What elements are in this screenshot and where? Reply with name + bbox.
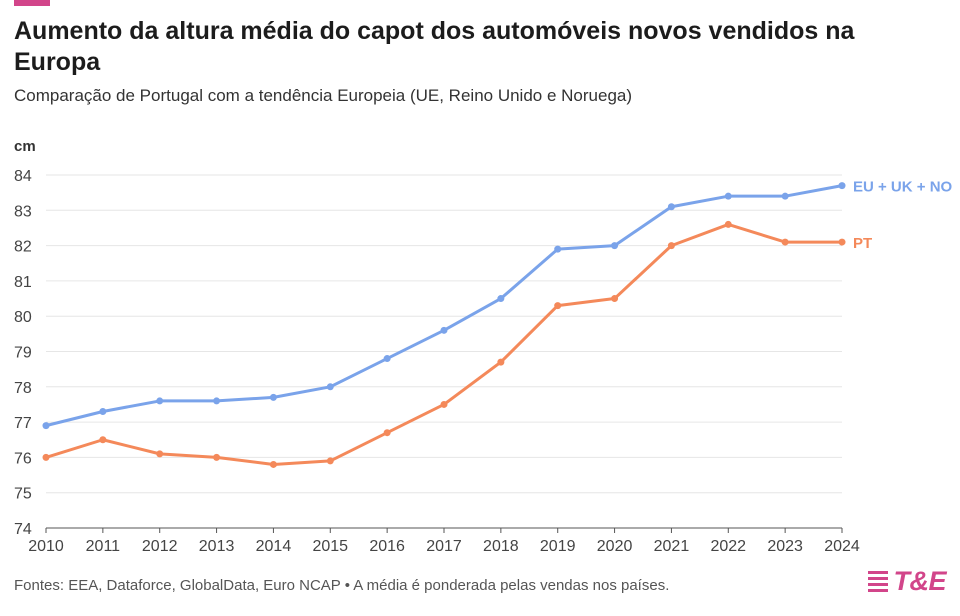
y-tick-label-78: 78 bbox=[14, 380, 32, 397]
x-tick-label-2015: 2015 bbox=[312, 538, 348, 555]
data-point-eu-uk-no-2017 bbox=[440, 326, 448, 334]
data-point-eu-uk-no-2012 bbox=[156, 397, 164, 405]
x-tick-label-2020: 2020 bbox=[597, 538, 633, 555]
data-point-pt-2014 bbox=[269, 460, 277, 468]
y-tick-label-83: 83 bbox=[14, 203, 32, 220]
x-tick-label-2010: 2010 bbox=[28, 538, 64, 555]
data-point-pt-2023 bbox=[781, 238, 789, 246]
data-point-eu-uk-no-2019 bbox=[554, 245, 562, 253]
data-point-eu-uk-no-2018 bbox=[497, 295, 505, 303]
y-tick-label-75: 75 bbox=[14, 486, 32, 503]
y-tick-label-76: 76 bbox=[14, 450, 32, 467]
data-point-eu-uk-no-2011 bbox=[99, 408, 107, 416]
x-tick-label-2014: 2014 bbox=[256, 538, 292, 555]
data-point-pt-2020 bbox=[611, 295, 619, 303]
data-point-eu-uk-no-2022 bbox=[724, 192, 732, 200]
data-point-pt-2012 bbox=[156, 450, 164, 458]
y-tick-label-81: 81 bbox=[14, 274, 32, 291]
data-point-pt-2016 bbox=[383, 429, 391, 437]
data-point-eu-uk-no-2023 bbox=[781, 192, 789, 200]
x-tick-label-2021: 2021 bbox=[654, 538, 690, 555]
data-point-eu-uk-no-2016 bbox=[383, 355, 391, 363]
series-line-pt bbox=[44, 222, 844, 466]
data-point-pt-2022 bbox=[724, 220, 732, 228]
data-point-eu-uk-no-2014 bbox=[269, 393, 277, 401]
x-tick-label-2016: 2016 bbox=[369, 538, 405, 555]
y-tick-label-82: 82 bbox=[14, 239, 32, 256]
data-point-pt-2011 bbox=[99, 436, 107, 444]
y-axis-ticks: 74 75 76 77 78 79 80 81 82 83 84 bbox=[14, 168, 32, 538]
data-point-eu-uk-no-2010 bbox=[42, 422, 50, 430]
data-point-pt-2024 bbox=[838, 238, 846, 246]
data-point-eu-uk-no-2015 bbox=[326, 383, 334, 391]
series-label-eu-uk-no: EU + UK + NO bbox=[853, 179, 953, 196]
x-tick-label-2017: 2017 bbox=[426, 538, 462, 555]
data-point-pt-2019 bbox=[554, 302, 562, 310]
data-point-pt-2018 bbox=[497, 358, 505, 366]
x-tick-label-2013: 2013 bbox=[199, 538, 235, 555]
x-axis-ticks: 2010 2011 2012 2013 2014 2015 2016 2017 2018 2019… bbox=[28, 528, 860, 555]
y-tick-label-79: 79 bbox=[14, 345, 32, 362]
data-point-pt-2013 bbox=[213, 453, 221, 461]
series-line-eu-uk-no bbox=[44, 184, 844, 428]
data-point-eu-uk-no-2024 bbox=[838, 182, 846, 190]
logo-text: T&E bbox=[893, 566, 947, 596]
x-tick-label-2024: 2024 bbox=[824, 538, 860, 555]
series-group: EU + UK + NO PT bbox=[42, 179, 953, 468]
chart-subtitle: Comparação de Portugal com a tendência E… bbox=[14, 86, 633, 105]
data-point-pt-2015 bbox=[326, 457, 334, 465]
brand-accent-bar bbox=[14, 0, 50, 6]
data-point-pt-2021 bbox=[667, 242, 675, 250]
series-label-pt: PT bbox=[853, 235, 872, 252]
chart-title: Aumento da altura média do capot dos aut… bbox=[14, 17, 855, 76]
logo-stripes-icon bbox=[867, 570, 888, 593]
data-point-eu-uk-no-2021 bbox=[667, 203, 675, 211]
te-logo: T&E bbox=[867, 566, 947, 597]
y-tick-label-77: 77 bbox=[14, 415, 32, 432]
y-tick-label-80: 80 bbox=[14, 309, 32, 326]
x-tick-label-2019: 2019 bbox=[540, 538, 576, 555]
x-tick-label-2012: 2012 bbox=[142, 538, 178, 555]
x-tick-label-2023: 2023 bbox=[767, 538, 803, 555]
x-tick-label-2011: 2011 bbox=[86, 538, 121, 555]
source-note: Fontes: EEA, Dataforce, GlobalData, Euro… bbox=[14, 577, 670, 594]
y-tick-label-84: 84 bbox=[14, 168, 32, 185]
data-point-pt-2010 bbox=[42, 453, 50, 461]
data-point-eu-uk-no-2020 bbox=[611, 242, 619, 250]
x-tick-label-2018: 2018 bbox=[483, 538, 519, 555]
data-point-eu-uk-no-2013 bbox=[213, 397, 221, 405]
y-axis-unit-label: cm bbox=[14, 138, 36, 155]
data-point-pt-2017 bbox=[440, 400, 448, 408]
x-tick-label-2022: 2022 bbox=[710, 538, 746, 555]
y-tick-label-74: 74 bbox=[14, 521, 32, 538]
